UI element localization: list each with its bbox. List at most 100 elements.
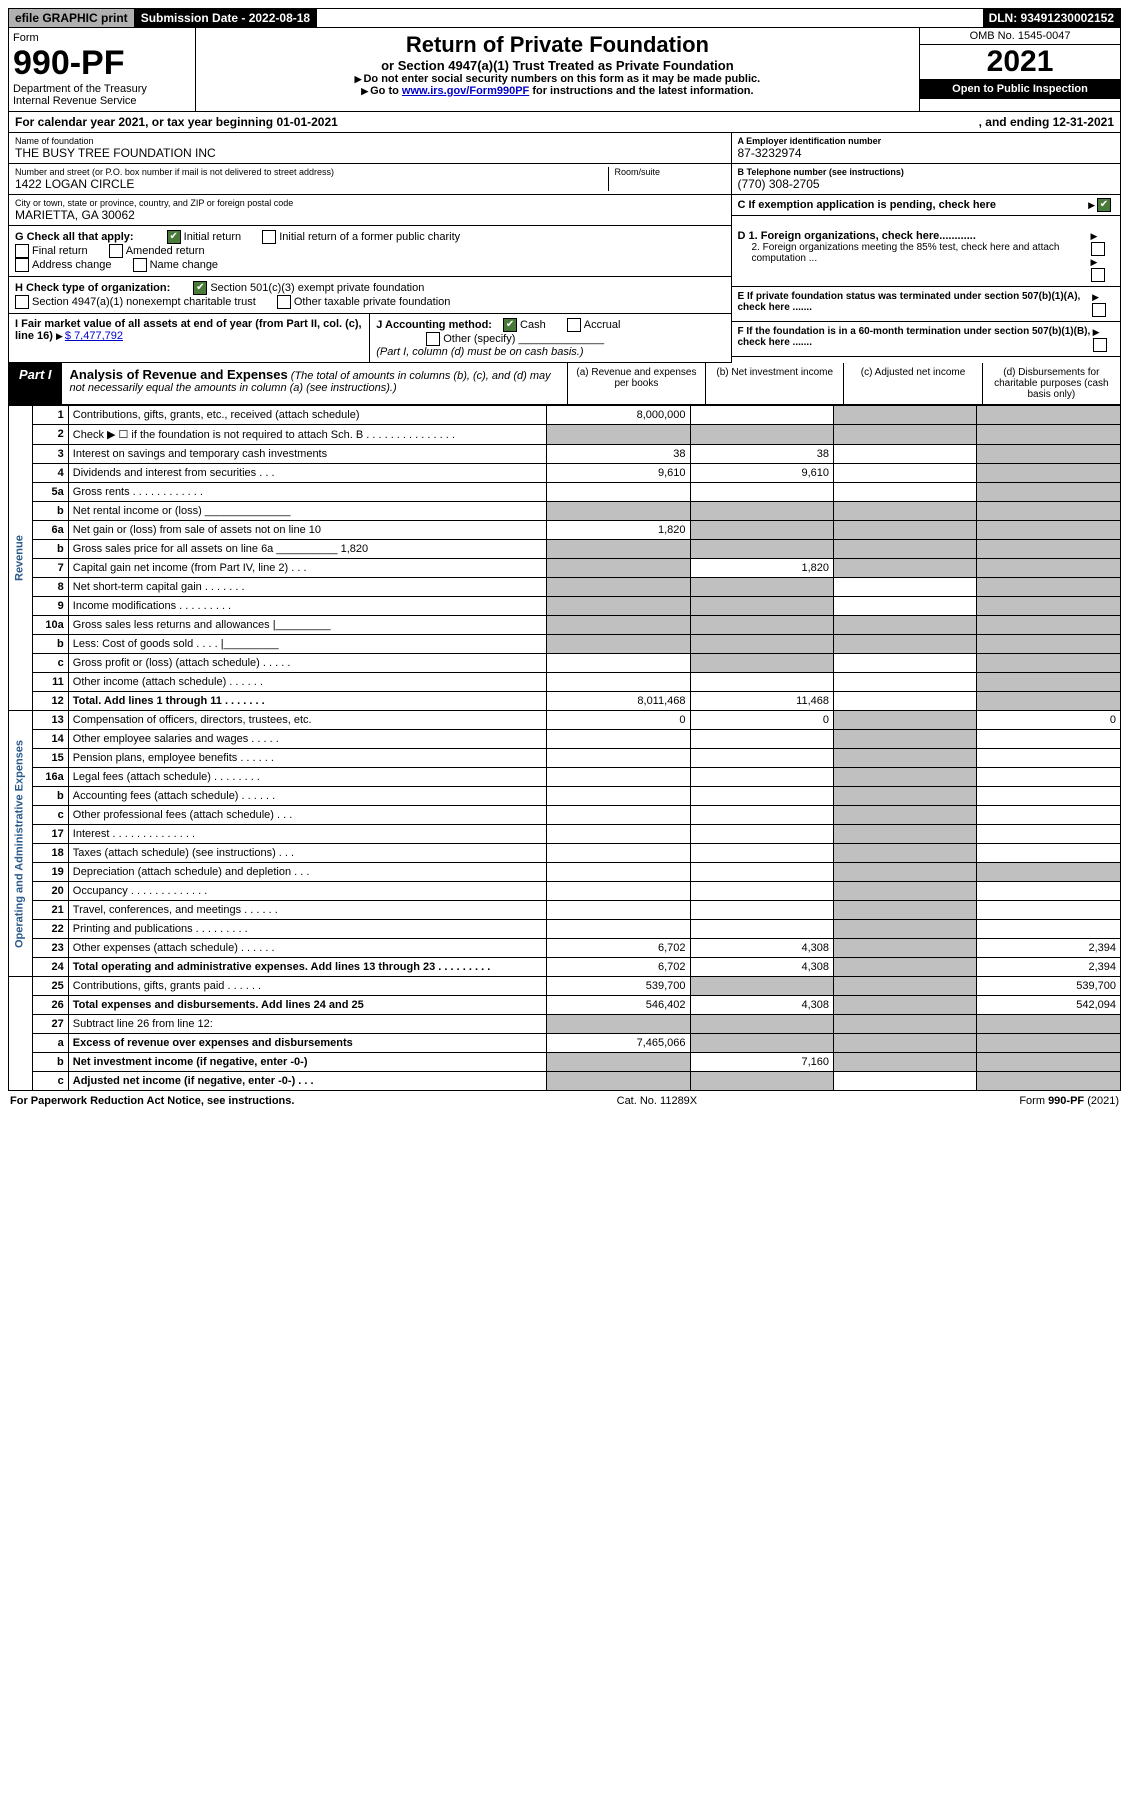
line-number: 22	[32, 920, 68, 939]
submission-date: Submission Date - 2022-08-18	[135, 9, 317, 27]
line-number: 7	[32, 559, 68, 578]
efile-label[interactable]: efile GRAPHIC print	[9, 9, 135, 27]
cell-value	[547, 559, 690, 578]
cell-value	[977, 425, 1121, 445]
line-description: Total operating and administrative expen…	[68, 958, 546, 977]
line-number: 2	[32, 425, 68, 445]
table-row: 14Other employee salaries and wages . . …	[9, 730, 1121, 749]
cell-value	[977, 692, 1121, 711]
h-opt3-checkbox[interactable]	[277, 295, 291, 309]
expenses-label: Operating and Administrative Expenses	[9, 711, 33, 977]
h-section: H Check type of organization: Section 50…	[9, 277, 731, 314]
f-checkbox[interactable]	[1093, 338, 1107, 352]
cell-value	[977, 825, 1121, 844]
d2-checkbox[interactable]	[1091, 268, 1105, 282]
table-row: 15Pension plans, employee benefits . . .…	[9, 749, 1121, 768]
e-checkbox[interactable]	[1092, 303, 1106, 317]
ein: 87-3232974	[738, 146, 1115, 160]
j-accrual-checkbox[interactable]	[567, 318, 581, 332]
cell-value: 0	[690, 711, 833, 730]
cell-value	[690, 502, 833, 521]
g-address-checkbox[interactable]	[15, 258, 29, 272]
cell-value: 2,394	[977, 939, 1121, 958]
inst2-post: for instructions and the latest informat…	[529, 85, 753, 97]
line-description: Net investment income (if negative, ente…	[68, 1053, 546, 1072]
line-number: 25	[32, 977, 68, 996]
d1-checkbox[interactable]	[1091, 242, 1105, 256]
open-to-public: Open to Public Inspection	[920, 79, 1120, 99]
h-opt3: Other taxable private foundation	[294, 296, 451, 308]
cell-value: 542,094	[977, 996, 1121, 1015]
cal-year-left: For calendar year 2021, or tax year begi…	[15, 115, 338, 129]
i-section: I Fair market value of all assets at end…	[9, 314, 369, 362]
line-number: b	[32, 635, 68, 654]
j-other: Other (specify)	[443, 333, 515, 345]
table-row: 23Other expenses (attach schedule) . . .…	[9, 939, 1121, 958]
line-number: c	[32, 1072, 68, 1091]
cell-value: 1,820	[547, 521, 690, 540]
g-final-checkbox[interactable]	[15, 244, 29, 258]
h-opt2-checkbox[interactable]	[15, 295, 29, 309]
cell-value	[977, 1015, 1121, 1034]
table-row: bLess: Cost of goods sold . . . . |_____…	[9, 635, 1121, 654]
cell-value	[547, 635, 690, 654]
cell-value	[977, 844, 1121, 863]
cell-value	[547, 483, 690, 502]
table-row: 26Total expenses and disbursements. Add …	[9, 996, 1121, 1015]
cell-value	[977, 597, 1121, 616]
name-label: Name of foundation	[15, 136, 725, 146]
line-number: b	[32, 787, 68, 806]
g-name-checkbox[interactable]	[133, 258, 147, 272]
irs-link[interactable]: www.irs.gov/Form990PF	[402, 85, 529, 97]
cell-value	[547, 1053, 690, 1072]
c-label: C If exemption application is pending, c…	[738, 199, 997, 211]
g-initial-checkbox[interactable]	[167, 230, 181, 244]
part1-label: Part I	[9, 363, 62, 404]
arrow-icon	[56, 330, 65, 342]
table-row: 11Other income (attach schedule) . . . .…	[9, 673, 1121, 692]
cell-value	[833, 768, 976, 787]
table-row: 25Contributions, gifts, grants paid . . …	[9, 977, 1121, 996]
main-table: Revenue1Contributions, gifts, grants, et…	[8, 405, 1121, 1091]
cell-value	[690, 483, 833, 502]
c-checkbox[interactable]	[1097, 198, 1111, 212]
line-description: Printing and publications . . . . . . . …	[68, 920, 546, 939]
j-other-checkbox[interactable]	[426, 332, 440, 346]
d2-label: 2. Foreign organizations meeting the 85%…	[738, 242, 1091, 264]
g-amended-checkbox[interactable]	[109, 244, 123, 258]
cell-value	[690, 540, 833, 559]
j-cash-checkbox[interactable]	[503, 318, 517, 332]
j-label: J Accounting method:	[376, 319, 492, 331]
line-description: Subtract line 26 from line 12:	[68, 1015, 546, 1034]
h-opt1-checkbox[interactable]	[193, 281, 207, 295]
cell-value	[547, 825, 690, 844]
g-final: Final return	[32, 245, 88, 257]
cell-value: 546,402	[547, 996, 690, 1015]
header-right: OMB No. 1545-0047 2021 Open to Public In…	[919, 28, 1120, 111]
i-value[interactable]: $ 7,477,792	[65, 330, 123, 342]
cell-value	[547, 882, 690, 901]
cell-value	[690, 521, 833, 540]
g-initial-former: Initial return of a former public charit…	[279, 231, 460, 243]
cell-value	[690, 616, 833, 635]
footer-right: Form 990-PF (2021)	[1019, 1095, 1119, 1107]
line-number: 9	[32, 597, 68, 616]
table-row: 4Dividends and interest from securities …	[9, 464, 1121, 483]
cell-value	[833, 406, 976, 425]
table-row: 5aGross rents . . . . . . . . . . . .	[9, 483, 1121, 502]
col-b-head: (b) Net investment income	[705, 363, 843, 404]
line-number: 16a	[32, 768, 68, 787]
line-description: Net short-term capital gain . . . . . . …	[68, 578, 546, 597]
line-description: Pension plans, employee benefits . . . .…	[68, 749, 546, 768]
cell-value: 0	[977, 711, 1121, 730]
line-number: b	[32, 1053, 68, 1072]
footer-mid: Cat. No. 11289X	[617, 1095, 698, 1107]
cell-value	[833, 464, 976, 483]
header-left: Form 990-PF Department of the Treasury I…	[9, 28, 196, 111]
cell-value	[547, 920, 690, 939]
g-amended: Amended return	[126, 245, 205, 257]
g-initial-former-checkbox[interactable]	[262, 230, 276, 244]
cell-value	[833, 1053, 976, 1072]
cell-value	[547, 540, 690, 559]
room-suite-label: Room/suite	[608, 167, 725, 191]
